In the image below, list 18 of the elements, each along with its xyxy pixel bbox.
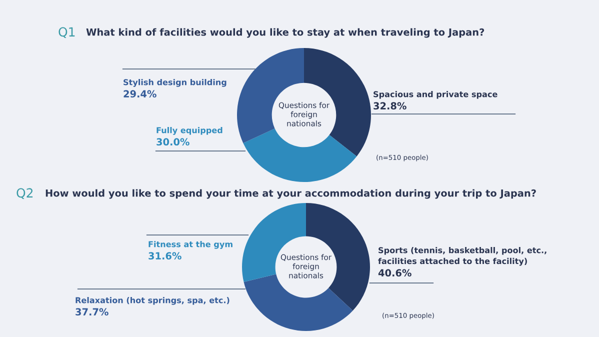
slice-label: Spacious and private space bbox=[374, 91, 498, 99]
text: Q1 bbox=[58, 27, 75, 38]
slice-label: Stylish design building bbox=[124, 79, 226, 87]
donut-slice bbox=[244, 274, 353, 331]
chart-title: What kind of facilities would you like to stay at when traveling to Japan? bbox=[86, 28, 484, 38]
text: Q2 bbox=[16, 188, 33, 200]
data-label: 37.7% bbox=[76, 308, 108, 316]
data-label: 29.4% bbox=[124, 90, 156, 98]
slice-label: Fully equipped bbox=[156, 127, 222, 135]
data-label: 40.6% bbox=[378, 269, 412, 277]
slice-label: Sports (tennis, basketball, pool, etc., facilities attached to the facility) bbox=[378, 247, 546, 266]
data-label: 30.0% bbox=[156, 138, 190, 146]
data-label: 32.8% bbox=[374, 102, 406, 110]
data-label: 31.6% bbox=[148, 252, 182, 260]
chart-title: How would you like to spend your time at your accommodation during your trip to Japan? bbox=[46, 189, 536, 199]
slice-label: Relaxation (hot springs, spa, etc.) bbox=[76, 297, 230, 305]
slice-label: Fitness at the gym bbox=[148, 241, 232, 249]
donut-slice bbox=[243, 128, 357, 182]
